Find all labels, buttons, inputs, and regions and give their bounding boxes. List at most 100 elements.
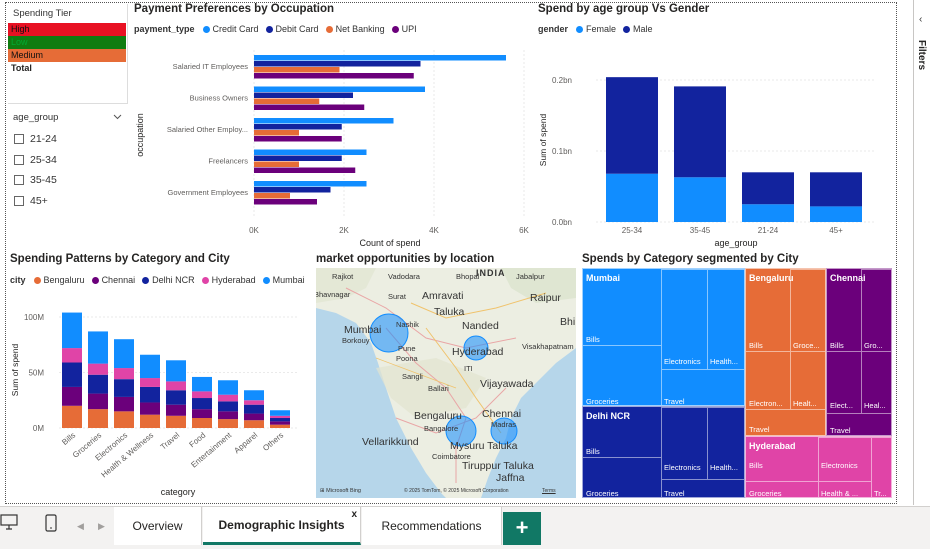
bar-mumbai [270,410,290,416]
spending-tier-title: Spending Tier [13,8,72,19]
slicer-item-35-45[interactable]: 35-45 [8,170,128,191]
treemap-mumbai[interactable]: Mumbai Bills Groceries Electronics Healt… [582,268,745,406]
y-tick-label: Government Employees [168,188,249,197]
x-tick-label: 35-45 [690,226,711,235]
bubble-mumbai[interactable] [369,313,409,353]
legend-item-upi[interactable]: UPI [391,24,417,34]
checkbox[interactable] [14,195,24,206]
tab-demographic-insights[interactable]: Demographic Insights x [203,507,361,545]
treemap-bengaluru[interactable]: Bengaluru Bills Groce... Electron... Hea… [745,268,826,436]
bar-hyderabad [244,400,264,405]
category-city-legend: city Bengaluru Chennai Delhi NCR Hyderab… [10,275,308,285]
bar-chennai [62,386,82,406]
bar-upi [254,104,365,110]
bar-delhi-ncr [244,404,264,414]
slicer-item-21-24[interactable]: 21-24 [8,129,128,150]
filters-pane[interactable]: ‹ Filters [913,0,930,505]
next-page-icon[interactable]: ▶ [98,521,105,531]
tm-bengaluru-travel: Travel [749,425,770,434]
mobile-view-icon[interactable] [45,514,57,537]
bar-delhi-ncr [88,374,108,394]
bubble-chennai[interactable] [490,417,518,445]
tm-chennai-electronics: Elect... [830,401,853,410]
x-tick-label: Travel [159,430,182,451]
chevron-left-icon[interactable]: ‹ [919,14,923,25]
map-label: Vadodara [388,272,420,281]
map-label: Jaffna [496,472,525,484]
map-label: Coimbatore [432,452,471,461]
map-label: Nanded [462,320,499,332]
bar-bengaluru [166,415,186,428]
y-tick-label: 0M [33,424,44,433]
tier-row-total: Total [11,63,32,73]
bar-bengaluru [114,411,134,428]
checkbox[interactable] [14,175,24,186]
bubble-hyderabad[interactable] [463,335,489,361]
tab-overview[interactable]: Overview [114,507,202,545]
tm-chennai-groceries: Gro... [864,341,883,350]
slicer-item-45-plus[interactable]: 45+ [8,191,128,212]
checkbox[interactable] [14,134,24,145]
close-tab-icon[interactable]: x [351,509,357,520]
bar-mumbai [88,331,108,364]
map-label: Taluka [434,306,465,318]
tm-mumbai-travel: Travel [664,397,685,406]
bar-net-banking [254,130,299,136]
slicer-title: age_group [13,112,59,123]
chevron-down-icon[interactable] [113,112,122,123]
india-map[interactable]: Rajkot Vadodara Bhopal Jabalpur Bhavnagar Sur… [316,268,576,498]
y-tick-label: Salaried Other Employ... [167,125,248,134]
bar-chennai [114,396,134,412]
bar-mumbai [192,376,212,392]
desktop-view-icon[interactable] [0,514,18,535]
bubble-bengaluru[interactable] [445,415,477,447]
bar-delhi-ncr [140,386,160,403]
x-tick-label: 6K [519,226,529,235]
tm-delhi-travel: Travel [664,489,685,498]
x-tick-label: Others [261,431,285,453]
bar-male [606,77,658,174]
tier-row-high[interactable]: High [8,23,126,36]
map-terms-link[interactable]: Terms [542,488,556,494]
tier-row-medium[interactable]: Medium [8,49,126,62]
slicer-item-25-34[interactable]: 25-34 [8,150,128,171]
y-tick-label: Salaried IT Employees [173,62,249,71]
legend-item-chennai[interactable]: Chennai [91,275,135,285]
legend-item-mumbai[interactable]: Mumbai [262,275,305,285]
legend-item-net-banking[interactable]: Net Banking [325,24,385,34]
prev-page-icon[interactable]: ◀ [77,521,84,531]
age-gender-legend: gender Female Male [538,24,656,34]
map-label: Raipur [530,292,561,304]
bar-male [810,172,862,207]
treemap-hyderabad[interactable]: Hyderabad Bills Electronics Groceries He… [745,436,892,498]
tier-row-low[interactable]: Low [8,36,126,49]
bar-bengaluru [62,405,82,428]
tm-delhi-bills: Bills [586,447,600,456]
bar-mumbai [166,360,186,382]
bar-upi [254,167,356,173]
treemap-chennai[interactable]: Chennai Bills Gro... Elect... Heal... Tr… [826,268,892,436]
checkbox[interactable] [14,154,24,165]
tm-chennai-bills: Bills [830,341,844,350]
legend-item-hyderabad[interactable]: Hyderabad [201,275,256,285]
y-tick-label: 0.0bn [552,218,572,227]
bar-net-banking [254,98,320,104]
tm-mumbai-bills: Bills [586,335,600,344]
legend-item-delhi-ncr[interactable]: Delhi NCR [142,275,195,285]
treemap-delhi-ncr[interactable]: Delhi NCR Bills Groceries Electronics He… [582,406,745,498]
legend-item-bengaluru[interactable]: Bengaluru [33,275,85,285]
legend-item-female[interactable]: Female [576,24,616,34]
legend-item-credit-card[interactable]: Credit Card [202,24,259,34]
tm-delhi-health: Health... [710,463,738,472]
tm-hyderabad-electronics: Electronics [821,461,858,470]
bar-hyderabad [270,415,290,419]
bar-chennai [218,411,238,420]
legend-item-debit-card[interactable]: Debit Card [265,24,319,34]
map-label: Chennai [482,408,522,420]
bar-upi [254,199,317,205]
add-page-button[interactable]: + [503,512,541,545]
legend-item-male[interactable]: Male [623,24,653,34]
bar-bengaluru [218,419,238,428]
tab-recommendations[interactable]: Recommendations [362,507,502,545]
x-tick-label: Food [188,431,208,450]
